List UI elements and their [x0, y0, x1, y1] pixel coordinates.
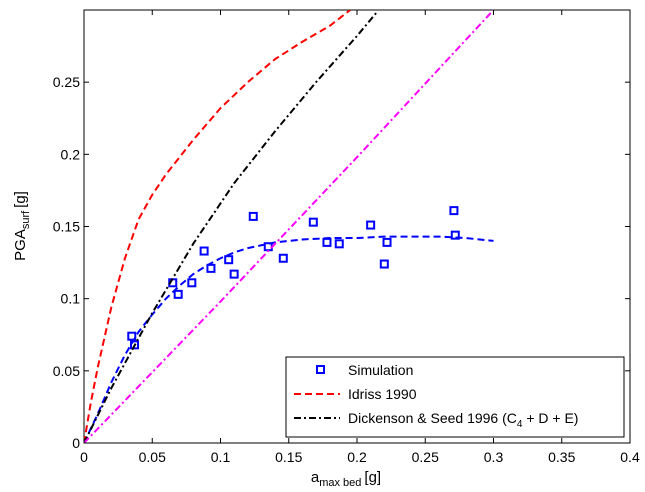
- data-point-simulation-3: [173, 289, 183, 299]
- legend-item-dickenson: Dickenson & Seed 1996 (C4 + D + E): [294, 410, 578, 430]
- legend-label-idriss: Idriss 1990: [348, 386, 417, 402]
- x-tick-label: 0.15: [275, 449, 302, 465]
- x-tick-label: 0.35: [548, 449, 575, 465]
- legend-item-simulation: Simulation: [316, 362, 413, 378]
- x-axis-label: amax bed [g]: [311, 469, 381, 489]
- data-point-simulation-4: [187, 278, 197, 288]
- data-point-simulation-17: [382, 237, 392, 247]
- y-tick-label: 0.1: [61, 291, 81, 307]
- series-line-dickenson-seed-1996-c4-d-e: [84, 10, 379, 443]
- legend-label-dickenson: Dickenson & Seed 1996 (C4 + D + E): [348, 410, 578, 430]
- legend-item-idriss: Idriss 1990: [294, 386, 417, 402]
- data-point-simulation-1: [130, 340, 139, 350]
- data-point-simulation-0: [127, 331, 137, 341]
- data-point-simulation-11: [278, 253, 288, 263]
- x-tick-label: 0.3: [484, 449, 504, 465]
- y-tick-label: 0.2: [61, 146, 81, 162]
- x-tick-label: 0.2: [347, 449, 367, 465]
- series-line-reference-line: [84, 10, 495, 443]
- series-layer: [84, 10, 495, 443]
- x-tick-label: 0: [80, 449, 88, 465]
- data-point-simulation-7: [224, 255, 234, 265]
- legend-box: [285, 356, 625, 438]
- legend: Simulation Idriss 1990 Dickenson & Seed …: [285, 356, 625, 438]
- series-line-idriss-1990: [84, 10, 351, 443]
- data-point-simulation-12: [308, 217, 318, 227]
- legend-label-dickenson-main: Dickenson & Seed 1996 (C: [348, 410, 517, 426]
- y-tick-label: 0: [72, 435, 80, 451]
- series-line-simulation-fit: [84, 235, 494, 443]
- data-point-simulation-19: [450, 230, 460, 240]
- legend-marker-square: [316, 365, 325, 374]
- x-tick-label: 0.05: [139, 449, 166, 465]
- data-point-simulation-6: [206, 263, 216, 273]
- x-tick-label: 0.1: [211, 449, 231, 465]
- x-axis-label-sub: max bed: [319, 477, 361, 489]
- data-point-simulation-9: [248, 211, 258, 221]
- y-axis-label-unit: [g]: [12, 191, 29, 208]
- x-axis-label-main: a: [311, 469, 320, 486]
- legend-label-simulation: Simulation: [348, 362, 413, 378]
- y-axis-label-sub: surf: [20, 210, 32, 229]
- y-tick-label: 0.15: [53, 219, 80, 235]
- y-axis-label-main: PGA: [12, 229, 29, 261]
- y-axis-label: PGAsurf [g]: [12, 191, 32, 261]
- y-tick-label: 0.25: [53, 74, 80, 90]
- data-point-simulation-18: [449, 206, 459, 216]
- x-axis-label-unit: [g]: [364, 469, 381, 486]
- data-point-simulation-8: [229, 269, 239, 279]
- y-tick-label: 0.05: [53, 363, 80, 379]
- data-point-simulation-5: [199, 246, 209, 256]
- axis-ticks: 0 0.05 0.1 0.15 0.2 0.25 0.3 0.35 0.4 0 0.05 0.1 0.1…: [53, 10, 640, 465]
- data-point-simulation-15: [366, 220, 376, 230]
- data-point-simulation-16: [379, 259, 389, 269]
- x-tick-label: 0.25: [412, 449, 439, 465]
- data-point-simulation-14: [334, 239, 344, 249]
- legend-label-dickenson-sub: 4: [517, 419, 523, 430]
- x-tick-label: 0.4: [620, 449, 640, 465]
- legend-label-dickenson-tail: + D + E): [522, 410, 578, 426]
